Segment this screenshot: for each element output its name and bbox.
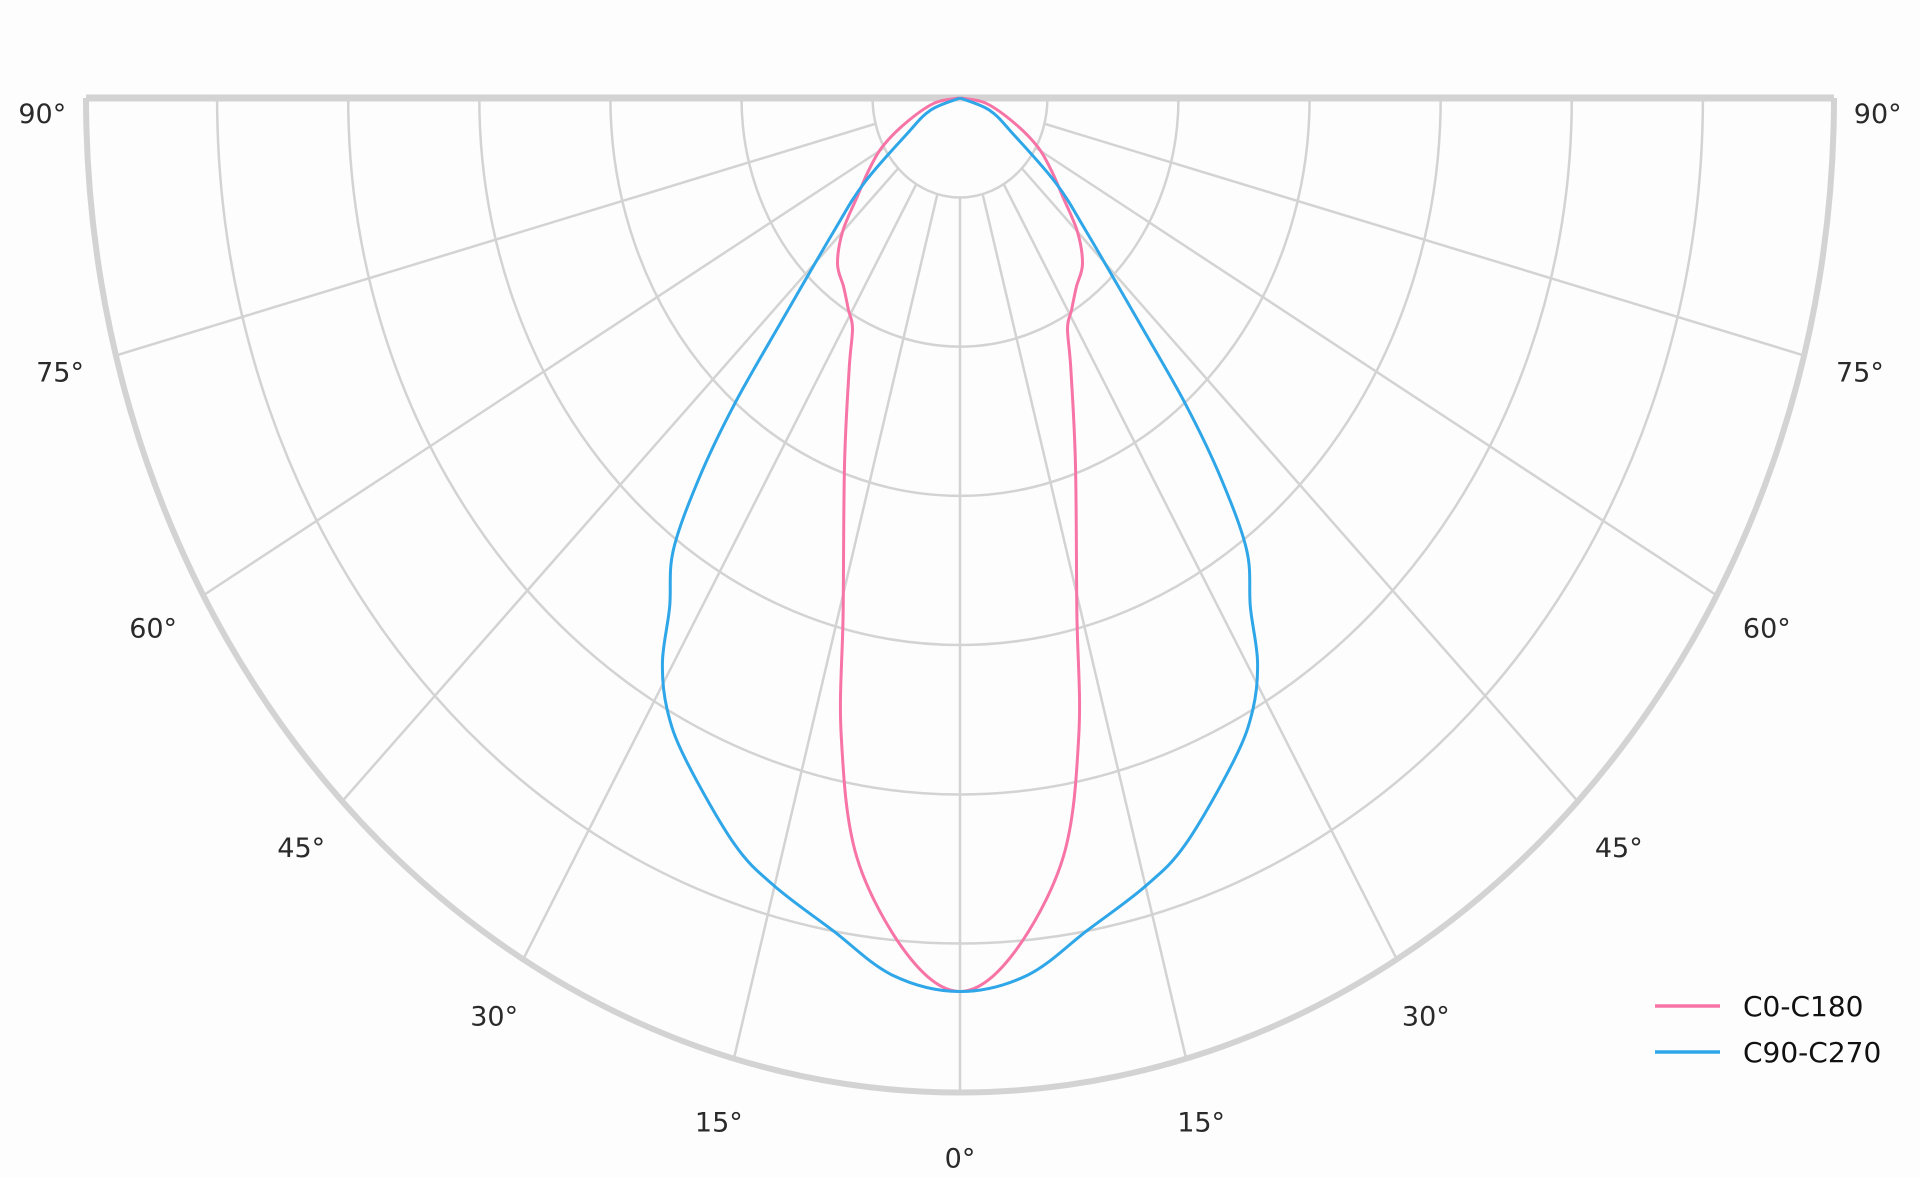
angle-label: 15° [695,1108,743,1139]
angle-label: 15° [1177,1108,1225,1139]
angle-labels: 90° 75° 60° 45° 30° 15° 0° 15° 30° 45° 60° 75° 90° [18,99,1901,1175]
grid-spoke [1002,183,1399,961]
legend-label: C0-C180 [1743,990,1863,1023]
grid [83,94,1837,1096]
grid-spoke [732,193,939,1060]
series-line-c90-c270 [660,96,1260,994]
angle-label: 30° [1402,1002,1450,1033]
grid-spoke [341,167,900,803]
angle-label: 30° [470,1002,518,1033]
angle-label: 90° [1854,99,1902,130]
grid-spoke [1035,146,1718,597]
grid-spoke [981,193,1188,1060]
grid-ring [871,97,1049,199]
grid-spoke [1044,122,1805,357]
angle-label: 75° [36,358,84,389]
legend: C0-C180 C90-C270 [1655,990,1881,1069]
legend-label: C90-C270 [1743,1036,1881,1069]
grid-spoke [1020,167,1579,803]
angle-label: 0° [945,1144,976,1175]
grid-spoke [115,122,876,357]
curves [660,96,1260,994]
angle-label: 45° [1595,833,1643,864]
grid-spoke [521,183,918,961]
angle-label: 45° [277,833,325,864]
angle-label: 60° [1743,613,1791,644]
angle-label: 60° [129,613,177,644]
angle-label: 90° [18,99,66,130]
angle-label: 75° [1836,358,1884,389]
grid-spoke [202,146,885,597]
